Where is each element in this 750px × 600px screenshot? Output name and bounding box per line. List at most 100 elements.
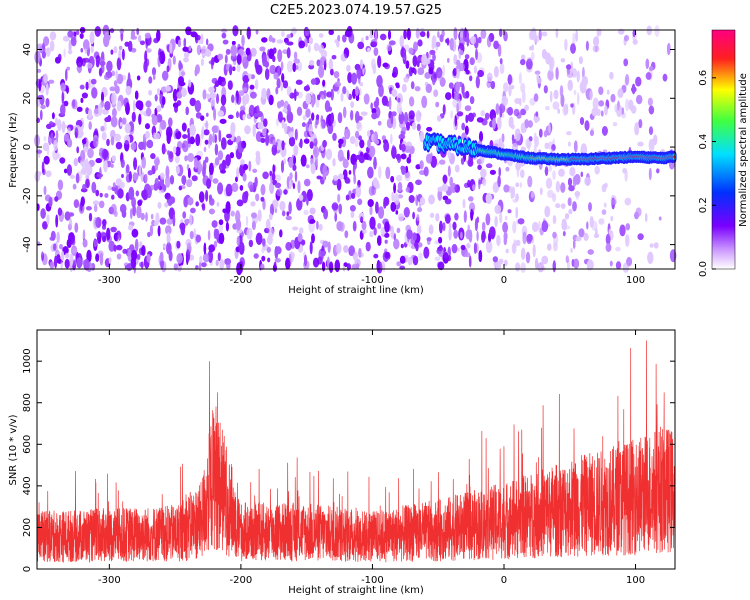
heatmap-cell [527, 175, 533, 188]
heatmap-cell [66, 85, 69, 94]
heatmap-cell [435, 41, 441, 47]
heatmap-cell [332, 158, 336, 167]
heatmap-cell [498, 167, 501, 177]
heatmap-cell [380, 33, 387, 41]
heatmap-cell [161, 143, 166, 155]
heatmap-cell [262, 171, 269, 180]
heatmap-cell [396, 227, 401, 234]
heatmap-cell [419, 160, 424, 170]
heatmap-cell [184, 218, 191, 224]
heatmap-cell [195, 201, 199, 207]
heatmap-cell [412, 255, 419, 266]
heatmap-cell [200, 33, 204, 45]
heatmap-cell [489, 226, 496, 239]
heatmap-cell [315, 98, 320, 108]
heatmap-cell [309, 241, 313, 255]
heatmap-cell [74, 127, 79, 139]
heatmap-cell [593, 233, 600, 238]
heatmap-cell [85, 81, 89, 91]
signal-trace [422, 132, 677, 166]
heatmap-cell [369, 216, 376, 230]
heatmap-cell [270, 203, 274, 216]
heatmap-cell [115, 244, 123, 251]
heatmap-cell [465, 90, 470, 99]
heatmap-cell [308, 44, 311, 53]
heatmap-cell [337, 78, 340, 83]
heatmap-cell [560, 182, 566, 193]
heatmap-cell [494, 66, 499, 78]
heatmap-cell [262, 54, 267, 67]
heatmap-cell [208, 208, 215, 215]
heatmap-cell [181, 122, 187, 132]
heatmap-cell [132, 204, 136, 217]
heatmap-cell [188, 167, 191, 179]
heatmap-cell [337, 112, 343, 124]
heatmap-cell [162, 70, 169, 81]
heatmap-cell [122, 117, 127, 125]
heatmap-cell [442, 64, 445, 77]
heatmap-cell [413, 41, 418, 52]
heatmap-cell [166, 242, 172, 255]
heatmap-cell [336, 178, 342, 191]
heatmap-cell [348, 245, 356, 256]
heatmap-cell [74, 222, 79, 233]
heatmap-cell [397, 97, 401, 103]
heatmap-cell [423, 246, 430, 259]
heatmap-cell [69, 174, 75, 179]
heatmap-cell [625, 98, 630, 112]
heatmap-cell [485, 213, 491, 226]
heatmap-cell [369, 33, 374, 39]
heatmap-cell [323, 89, 327, 99]
heatmap-cell [292, 62, 296, 72]
heatmap-cell [555, 180, 561, 193]
heatmap-cell [403, 76, 409, 83]
heatmap-cell [145, 107, 152, 117]
heatmap-cell [111, 155, 117, 162]
heatmap-cell [229, 65, 233, 76]
heatmap-cell [352, 88, 356, 99]
heatmap-cell [288, 131, 294, 138]
heatmap-cell [647, 251, 654, 264]
heatmap-cell [251, 212, 257, 219]
heatmap-cell [90, 78, 97, 85]
heatmap-cell [408, 145, 415, 155]
heatmap-cell [335, 243, 342, 254]
heatmap-cell [340, 92, 344, 102]
heatmap-cell [88, 212, 93, 222]
heatmap-cell [416, 214, 420, 222]
heatmap-cell [548, 165, 553, 172]
heatmap-cell [589, 129, 594, 136]
heatmap-cell [49, 40, 55, 52]
heatmap-cell [59, 157, 66, 164]
heatmap-cell [245, 47, 251, 56]
heatmap-cell [395, 210, 399, 215]
heatmap-cell [619, 224, 626, 237]
heatmap-cell [172, 55, 176, 65]
heatmap-cell [452, 97, 458, 108]
heatmap-cell [50, 230, 56, 241]
heatmap-cell [494, 204, 502, 214]
heatmap-cell [260, 138, 266, 143]
heatmap-cell [138, 113, 142, 125]
heatmap-cell [467, 159, 474, 167]
heatmap-cell [292, 164, 297, 171]
heatmap-cell [169, 42, 173, 54]
heatmap-cell [521, 54, 526, 60]
heatmap-cell [415, 179, 422, 186]
heatmap-cell [403, 207, 410, 218]
heatmap-cell [106, 60, 113, 72]
heatmap-cell [148, 76, 153, 84]
heatmap-cell [436, 67, 443, 79]
heatmap-cell [133, 157, 138, 170]
heatmap-cell [156, 105, 162, 112]
heatmap-cell [45, 170, 52, 178]
heatmap-cell [464, 252, 471, 258]
heatmap-cell [140, 261, 144, 269]
heatmap-cell [296, 198, 303, 211]
heatmap-cell [205, 190, 209, 202]
heatmap-cell [417, 207, 423, 213]
heatmap-cell [502, 221, 508, 233]
heatmap-cell [498, 103, 506, 114]
heatmap-cell [354, 138, 359, 148]
heatmap-cell [353, 173, 357, 185]
